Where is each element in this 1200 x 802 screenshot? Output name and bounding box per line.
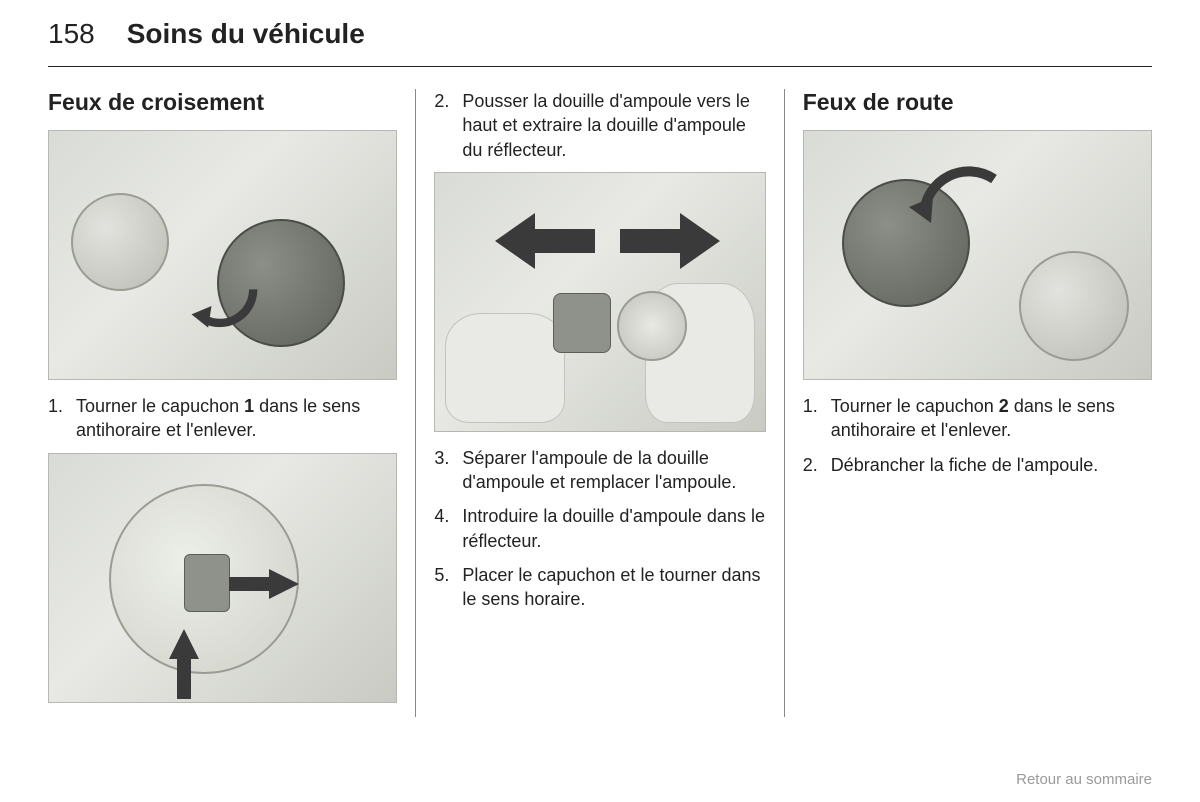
page-header: 158 Soins du véhicule (48, 18, 1152, 67)
section-title-high-beam: Feux de route (803, 89, 1152, 116)
step-item: Introduire la douille d'ampoule dans le … (434, 504, 765, 553)
step-item: Débrancher la fiche de l'ampoule. (803, 453, 1152, 477)
step-text: Pousser la douille d'ampoule vers le hau… (462, 91, 750, 160)
arrow-right-icon (229, 569, 299, 599)
step-text: Placer le capuchon et le tourner dans le… (462, 565, 760, 609)
footer-toc-link[interactable]: Retour au sommaire (1016, 771, 1152, 788)
step-text: Introduire la douille d'ampoule dans le … (462, 506, 765, 550)
column-1: Feux de croisement Tourner le capuchon 1… (48, 89, 415, 717)
step-text: Séparer l'ampoule de la douille d'ampoul… (462, 448, 736, 492)
steps-list-2a: Pousser la douille d'ampoule vers le hau… (434, 89, 765, 162)
step-item: Tourner le capuchon 2 dans le sens antih… (803, 394, 1152, 443)
rotate-ccw-arrow-icon (179, 281, 269, 331)
column-2: Pousser la douille d'ampoule vers le hau… (416, 89, 783, 717)
section-title-low-beam: Feux de croisement (48, 89, 397, 116)
step-text: Tourner le capuchon (76, 396, 244, 416)
arrow-up-icon (169, 629, 199, 699)
content-columns: Feux de croisement Tourner le capuchon 1… (48, 89, 1152, 717)
step-item: Pousser la douille d'ampoule vers le hau… (434, 89, 765, 162)
step-bold-ref: 2 (999, 396, 1009, 416)
steps-list-3: Tourner le capuchon 2 dans le sens antih… (803, 394, 1152, 477)
step-bold-ref: 1 (244, 396, 254, 416)
figure-bulb-access (48, 453, 397, 703)
step-item: Tourner le capuchon 1 dans le sens antih… (48, 394, 397, 443)
figure-cap-removal-2 (803, 130, 1152, 380)
step-text: Débrancher la fiche de l'ampoule. (831, 455, 1099, 475)
chapter-title: Soins du véhicule (127, 18, 365, 50)
step-text: Tourner le capuchon (831, 396, 999, 416)
column-3: Feux de route Tourner le capuchon 2 dans… (785, 89, 1152, 717)
step-item: Placer le capuchon et le tourner dans le… (434, 563, 765, 612)
rotate-ccw-arrow-icon (909, 159, 1009, 229)
arrow-right-icon (620, 213, 720, 269)
arrow-left-icon (495, 213, 595, 269)
page-number: 158 (48, 18, 95, 50)
step-item: Séparer l'ampoule de la douille d'ampoul… (434, 446, 765, 495)
figure-cap-removal (48, 130, 397, 380)
figure-bulb-separate (434, 172, 765, 432)
steps-list-2b: Séparer l'ampoule de la douille d'ampoul… (434, 446, 765, 612)
steps-list-1a: Tourner le capuchon 1 dans le sens antih… (48, 394, 397, 443)
